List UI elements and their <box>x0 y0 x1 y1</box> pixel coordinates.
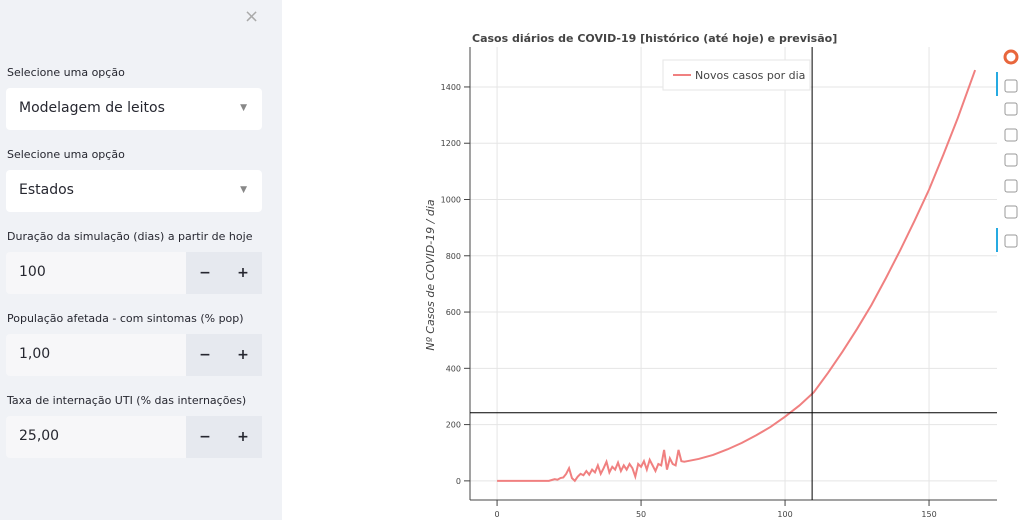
toolbar-active <box>996 72 998 96</box>
decrement-button[interactable]: − <box>186 416 224 458</box>
x-tick-label: 50 <box>636 510 646 519</box>
decrement-button[interactable]: − <box>186 252 224 294</box>
number-input[interactable]: 1,00 − + <box>6 334 262 376</box>
y-tick-label: 200 <box>446 421 461 430</box>
field-value: 100 <box>19 264 46 280</box>
decrement-button[interactable]: − <box>186 334 224 376</box>
y-tick-label: 800 <box>446 252 461 261</box>
field-label: Selecione uma opção <box>7 66 125 79</box>
legend-label: Novos casos por dia <box>695 69 805 82</box>
select-box[interactable]: Estados ▼ <box>6 170 262 212</box>
bokeh-logo <box>1003 49 1019 65</box>
increment-button[interactable]: + <box>224 334 262 376</box>
field-value: 25,00 <box>19 428 60 444</box>
number-input[interactable]: 100 − + <box>6 252 262 294</box>
number-input[interactable]: 25,00 − + <box>6 416 262 458</box>
dropdown-caret: ▼ <box>240 103 247 113</box>
field-label: Duração da simulação (dias) a partir de … <box>7 230 253 243</box>
toolbar-icon <box>1004 205 1018 219</box>
y-tick-label: 400 <box>446 364 461 373</box>
toolbar-icon <box>1004 153 1018 167</box>
data-line <box>497 69 977 483</box>
increment-button[interactable]: + <box>224 252 262 294</box>
y-tick-label: 0 <box>456 477 461 486</box>
y-axis-label: Nº Casos de COVID-19 / dia <box>424 199 437 351</box>
select-box[interactable]: Modelagem de leitos ▼ <box>6 88 262 130</box>
field-label: Taxa de internação UTI (% das internaçõe… <box>7 394 247 407</box>
y-tick-label: 1200 <box>441 139 461 148</box>
x-tick-label: 0 <box>495 510 500 519</box>
increment-button[interactable]: + <box>224 416 262 458</box>
toolbar-icon <box>1004 128 1018 142</box>
dropdown-caret: ▼ <box>240 185 247 195</box>
chart-title: Casos diários de COVID-19 [histórico (at… <box>472 32 837 45</box>
field-label: Selecione uma opção <box>7 148 125 161</box>
y-tick-label: 1000 <box>441 196 461 205</box>
field-value: Modelagem de leitos <box>19 100 165 116</box>
field-value: 1,00 <box>19 346 51 362</box>
y-tick-label: 600 <box>446 308 461 317</box>
toolbar-icon <box>1004 179 1018 193</box>
toolbar-icon <box>1004 234 1018 248</box>
close-button[interactable]: × <box>244 6 260 27</box>
toolbar-active <box>996 228 998 252</box>
sidebar: × Selecione uma opção Modelagem de leitos… <box>0 0 282 520</box>
field-label: População afetada - com sintomas (% pop) <box>7 312 244 325</box>
toolbar-icon <box>1004 102 1018 116</box>
toolbar-icon <box>1004 79 1018 93</box>
field-value: Estados <box>19 182 74 198</box>
y-tick-label: 1400 <box>441 83 461 92</box>
chart: Casos diários de COVID-19 [histórico (at… <box>424 32 1019 519</box>
x-tick-label: 100 <box>777 510 792 519</box>
x-tick-label: 150 <box>921 510 936 519</box>
